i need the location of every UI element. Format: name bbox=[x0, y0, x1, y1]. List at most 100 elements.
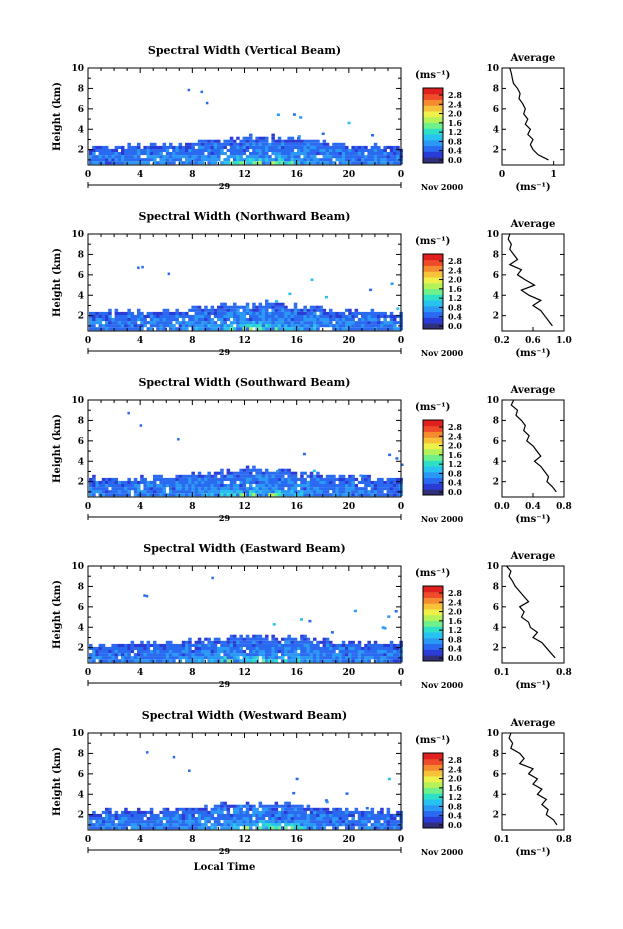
heatmap-cells bbox=[89, 576, 403, 663]
month-label: Nov 2000 bbox=[421, 348, 464, 358]
colorbar-swatch bbox=[423, 816, 443, 823]
x-tick-label: 8 bbox=[189, 170, 195, 180]
colorbar-swatch bbox=[423, 111, 443, 118]
avg-profile-line bbox=[508, 732, 558, 826]
colorbar-swatch bbox=[423, 425, 443, 432]
colorbar: (ms⁻¹) 2.82.42.01.61.20.80.40.0 bbox=[415, 70, 462, 165]
colorbar-tick-label: 0.4 bbox=[448, 478, 462, 488]
x-axis-label: Local Time bbox=[194, 862, 256, 873]
avg-y-tick-label: 6 bbox=[493, 770, 499, 780]
colorbar-tick-label: 0.4 bbox=[448, 312, 462, 322]
colorbar-swatch bbox=[423, 649, 443, 656]
colorbar-frame bbox=[422, 752, 444, 829]
avg-profile-line bbox=[507, 233, 553, 327]
avg-y-tick-label: 4 bbox=[493, 457, 499, 467]
y-tick-label: 6 bbox=[78, 271, 84, 281]
panel-4: Spectral Width (Westward Beam) 2 4 6 8 10 Heig… bbox=[52, 709, 572, 858]
avg-y-tick-label: 6 bbox=[493, 437, 499, 447]
colorbar-swatch bbox=[423, 254, 443, 261]
y-tick-label: 4 bbox=[78, 457, 84, 467]
colorbar-swatch bbox=[423, 643, 443, 650]
colorbar: (ms⁻¹) 2.82.42.01.61.20.80.40.0 bbox=[415, 735, 462, 830]
colorbar-swatch bbox=[423, 466, 443, 473]
x-tick-label: 0 bbox=[398, 336, 404, 346]
average-profile: Average 2 4 6 8 10 0.2 0.6 1.0 (ms⁻¹) bbox=[486, 219, 571, 359]
colorbar-swatch bbox=[423, 265, 443, 272]
x-tick-label: 0 bbox=[85, 170, 91, 180]
average-profile: Average 2 4 6 8 10 0 1(ms⁻¹) bbox=[486, 53, 565, 193]
y-tick-label: 4 bbox=[78, 623, 84, 633]
colorbar-swatch bbox=[423, 282, 443, 290]
avg-y-tick-label: 8 bbox=[493, 582, 499, 592]
colorbar-swatch bbox=[423, 764, 443, 771]
colorbar-swatch bbox=[423, 93, 443, 100]
colorbar-tick-label: 2.8 bbox=[448, 588, 462, 598]
avg-x-tick-label: 0.1 bbox=[494, 668, 510, 678]
colorbar-frame bbox=[422, 419, 444, 496]
x-tick-label: 4 bbox=[137, 336, 143, 346]
y-tick-label: 8 bbox=[78, 250, 84, 260]
x-tick-label: 12 bbox=[238, 170, 251, 180]
avg-y-tick-label: 10 bbox=[486, 64, 499, 74]
y-tick-label: 10 bbox=[71, 64, 84, 74]
month-label: Nov 2000 bbox=[421, 182, 464, 192]
x-tick-label: 16 bbox=[290, 502, 303, 512]
avg-profile-line bbox=[509, 67, 549, 161]
colorbar-tick-label: 2.8 bbox=[448, 755, 462, 765]
avg-y-tick-label: 8 bbox=[493, 250, 499, 260]
colorbar-swatch bbox=[423, 139, 443, 147]
avg-frame bbox=[501, 732, 565, 831]
y-tick-label: 10 bbox=[71, 562, 84, 572]
avg-y-tick-label: 4 bbox=[493, 623, 499, 633]
x-tick-label: 12 bbox=[238, 502, 251, 512]
y-axis-label: Height (km) bbox=[52, 82, 63, 151]
colorbar-tick-label: 2.0 bbox=[448, 607, 462, 617]
y-axis-label: Height (km) bbox=[52, 248, 63, 317]
colorbar-tick-label: 2.8 bbox=[448, 422, 462, 432]
day-label: 29 bbox=[219, 513, 231, 523]
x-tick-label: 0 bbox=[85, 502, 91, 512]
colorbar-unit: (ms⁻¹) bbox=[415, 70, 450, 81]
colorbar-tick-label: 1.2 bbox=[448, 792, 462, 802]
colorbar-swatch bbox=[423, 609, 443, 616]
colorbar-swatch bbox=[423, 431, 443, 438]
x-tick-label: 8 bbox=[189, 336, 195, 346]
colorbar-tick-label: 2.0 bbox=[448, 774, 462, 784]
avg-x-tick-label: 1.0 bbox=[556, 336, 572, 346]
y-tick-label: 2 bbox=[78, 146, 84, 156]
avg-frame bbox=[501, 565, 565, 664]
avg-y-tick-label: 10 bbox=[486, 396, 499, 406]
colorbar-tick-label: 0.0 bbox=[448, 487, 462, 497]
y-tick-label: 8 bbox=[78, 582, 84, 592]
colorbar-swatch bbox=[423, 105, 443, 112]
colorbar-swatch bbox=[423, 758, 443, 765]
colorbar-tick-label: 1.2 bbox=[448, 625, 462, 635]
colorbar-swatch bbox=[423, 655, 443, 662]
colorbar-tick-label: 1.2 bbox=[448, 459, 462, 469]
avg-y-tick-label: 10 bbox=[486, 230, 499, 240]
avg-y-tick-label: 4 bbox=[493, 291, 499, 301]
colorbar: (ms⁻¹) 2.82.42.01.61.20.80.40.0 bbox=[415, 236, 462, 331]
colorbar-tick-label: 0.8 bbox=[448, 468, 462, 478]
colorbar-swatch bbox=[423, 483, 443, 490]
avg-y-tick-label: 2 bbox=[493, 644, 499, 654]
colorbar-tick-label: 0.0 bbox=[448, 321, 462, 331]
avg-title: Average bbox=[510, 718, 556, 729]
colorbar-swatch bbox=[423, 787, 443, 794]
colorbar-swatch bbox=[423, 437, 443, 444]
x-tick-label: 0 bbox=[398, 668, 404, 678]
y-tick-label: 2 bbox=[78, 478, 84, 488]
x-tick-label: 4 bbox=[137, 170, 143, 180]
avg-frame bbox=[501, 67, 565, 166]
colorbar-swatch bbox=[423, 317, 443, 324]
x-tick-label: 8 bbox=[189, 835, 195, 845]
colorbar-tick-label: 0.0 bbox=[448, 155, 462, 165]
avg-y-tick-label: 2 bbox=[493, 146, 499, 156]
colorbar-swatch bbox=[423, 134, 443, 141]
y-tick-label: 2 bbox=[78, 811, 84, 821]
day-label: 29 bbox=[219, 181, 231, 191]
colorbar-swatch bbox=[423, 460, 443, 467]
colorbar-tick-label: 2.4 bbox=[448, 764, 462, 774]
colorbar-tick-label: 2.4 bbox=[448, 99, 462, 109]
